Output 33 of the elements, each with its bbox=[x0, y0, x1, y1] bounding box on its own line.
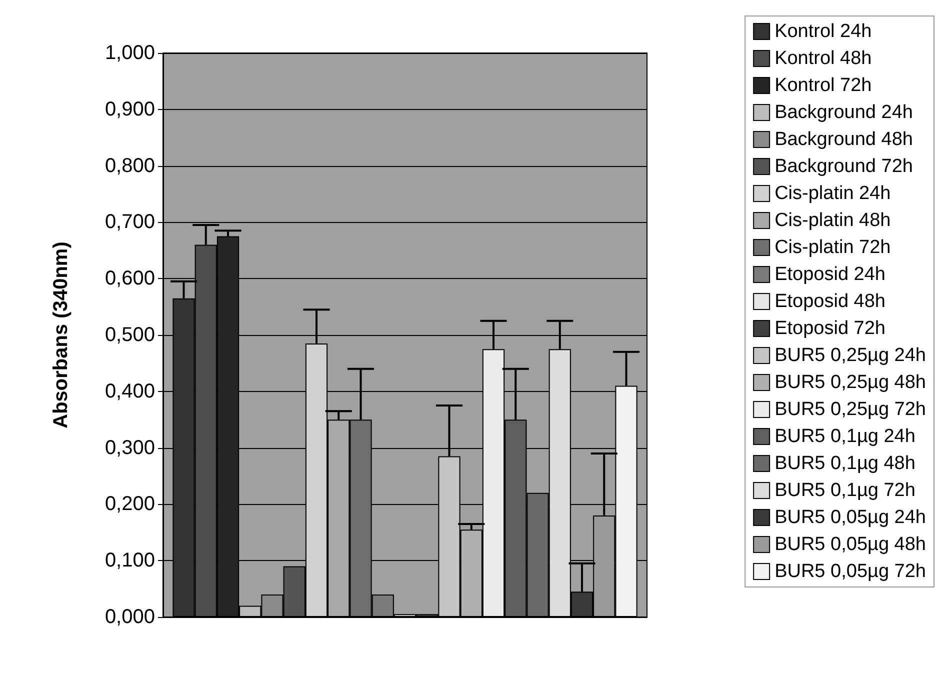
legend-label: BUR5 0,25µg 24h bbox=[774, 345, 926, 366]
y-tick-label: 0,600 bbox=[104, 268, 155, 290]
legend-label: BUR5 0,1µg 24h bbox=[774, 426, 916, 447]
legend-label: BUR5 0,05µg 24h bbox=[774, 507, 926, 528]
legend-label: BUR5 0,1µg 48h bbox=[774, 453, 916, 474]
legend-label: BUR5 0,05µg 72h bbox=[774, 561, 926, 582]
legend-label: Etoposid 24h bbox=[774, 264, 886, 285]
y-tick-label: 0,900 bbox=[104, 98, 155, 120]
legend-label: Etoposid 72h bbox=[774, 318, 886, 339]
y-tick-label: 0,000 bbox=[104, 606, 155, 628]
y-tick-label: 0,700 bbox=[104, 211, 155, 234]
legend-label: Kontrol 72h bbox=[774, 75, 872, 96]
y-tick-label: 1,000 bbox=[104, 42, 155, 64]
legend-label: Kontrol 24h bbox=[774, 21, 872, 42]
legend-label: BUR5 0,1µg 72h bbox=[774, 480, 916, 501]
y-tick-label: 0,500 bbox=[104, 324, 155, 346]
y-tick-label: 0,200 bbox=[104, 493, 155, 516]
legend-label: Cis-platin 48h bbox=[774, 210, 891, 231]
y-tick-label: 0,400 bbox=[104, 380, 155, 402]
legend-label: Background 72h bbox=[774, 156, 913, 177]
legend-label: Background 48h bbox=[774, 129, 913, 150]
legend-label: Cis-platin 24h bbox=[774, 183, 891, 204]
legend-label: BUR5 0,05µg 48h bbox=[774, 534, 926, 555]
legend-label: Kontrol 48h bbox=[774, 48, 872, 69]
y-tick-label: 0,300 bbox=[104, 436, 155, 459]
legend-label: Background 24h bbox=[774, 102, 913, 123]
y-tick-label: 0,100 bbox=[104, 550, 155, 572]
legend-label: BUR5 0,25µg 72h bbox=[774, 399, 926, 420]
y-tick-label: 0,800 bbox=[104, 154, 155, 177]
y-axis-title: Absorbans (340nm) bbox=[50, 242, 72, 428]
legend-label: Cis-platin 72h bbox=[774, 237, 891, 258]
legend-label: Etoposid 48h bbox=[774, 291, 886, 312]
legend-label: BUR5 0,25µg 48h bbox=[774, 372, 926, 393]
